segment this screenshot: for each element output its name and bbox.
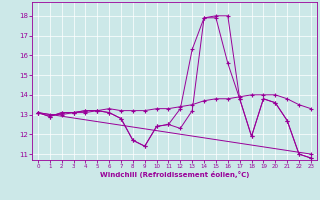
X-axis label: Windchill (Refroidissement éolien,°C): Windchill (Refroidissement éolien,°C) [100,171,249,178]
